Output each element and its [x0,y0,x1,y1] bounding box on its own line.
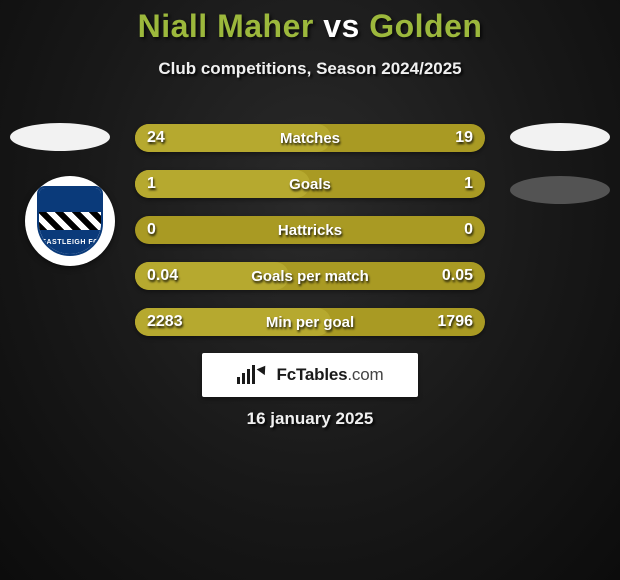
stat-bar-fill [135,170,310,198]
player1-badge-placeholder [10,123,110,151]
crest-shield: EASTLEIGH FC [37,186,103,256]
stat-bar: 0.04 Goals per match 0.05 [135,262,485,290]
content: Niall Maher vs Golden Club competitions,… [0,0,620,580]
date-text: 16 january 2025 [0,409,620,429]
page-title: Niall Maher vs Golden [0,8,620,45]
stats-bars: 24 Matches 19 1 Goals 1 0 Hattricks 0 0.04 Goals p… [135,124,485,354]
player2-badge-placeholder-1 [510,123,610,151]
stat-value-left: 2283 [147,313,183,331]
stat-label: Hattricks [278,222,342,239]
title-vs: vs [323,8,360,44]
stat-value-left: 24 [147,129,165,147]
stat-value-left: 0.04 [147,267,178,285]
stat-value-left: 1 [147,175,156,193]
crest-top [39,188,101,212]
stat-bar: 1 Goals 1 [135,170,485,198]
club-crest: EASTLEIGH FC [25,176,115,266]
stat-label: Goals per match [251,268,369,285]
stat-bar: 2283 Min per goal 1796 [135,308,485,336]
title-player2: Golden [369,8,482,44]
stat-value-right: 19 [455,129,473,147]
crest-checker [39,212,101,230]
stat-value-right: 0 [464,221,473,239]
stat-label: Min per goal [266,314,354,331]
stat-bar: 0 Hattricks 0 [135,216,485,244]
subtitle: Club competitions, Season 2024/2025 [0,59,620,79]
brand-box[interactable]: FcTables.com [202,353,418,397]
stat-label: Matches [280,130,340,147]
brand-domain: .com [347,365,383,384]
title-player1: Niall Maher [138,8,314,44]
brand-name: FcTables [277,365,348,384]
arrow-icon [256,363,269,375]
player2-badge-placeholder-2 [510,176,610,204]
stat-value-right: 0.05 [442,267,473,285]
stat-value-left: 0 [147,221,156,239]
stat-value-right: 1 [464,175,473,193]
crest-text: EASTLEIGH FC [39,230,101,254]
stat-bar: 24 Matches 19 [135,124,485,152]
brand-text: FcTables.com [277,365,384,385]
bar-chart-icon [237,366,255,384]
stat-label: Goals [289,176,331,193]
stat-value-right: 1796 [437,313,473,331]
